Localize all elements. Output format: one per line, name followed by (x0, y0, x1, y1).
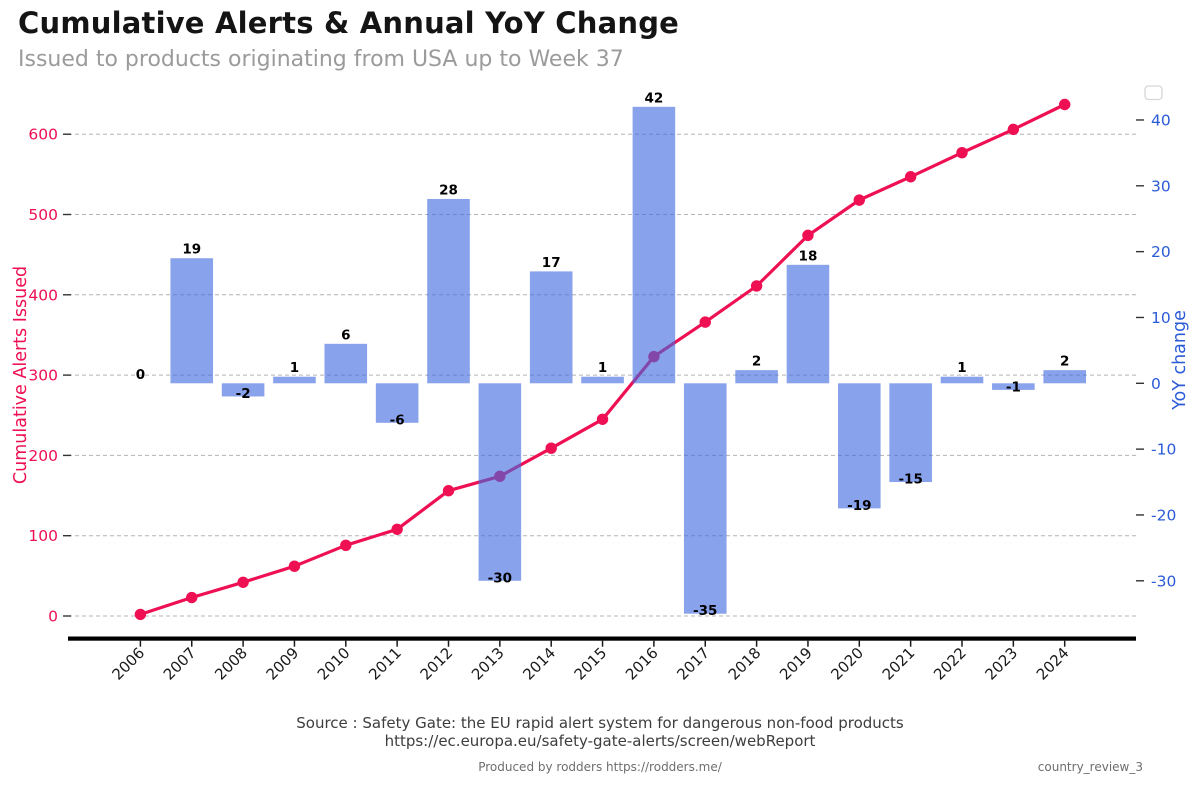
line-data-point-dot (1007, 123, 1020, 136)
bar-value-label: 1 (290, 360, 299, 376)
x-axis-year-label: 2015 (571, 644, 611, 684)
x-axis-year-label: 2012 (417, 644, 457, 684)
x-axis-year-label: 2018 (725, 644, 765, 684)
right-axis-title: YoY change (1170, 310, 1190, 411)
bar-value-label: 0 (136, 367, 145, 383)
right-axis-tick-label: -20 (1151, 506, 1176, 524)
line-data-point-dot (904, 171, 917, 183)
right-axis-tick-label: -10 (1151, 441, 1176, 459)
x-axis-year-label: 2014 (519, 644, 559, 684)
yoy-change-bar (221, 383, 265, 397)
x-axis-year-label: 2024 (1033, 644, 1073, 684)
yoy-change-bar (170, 258, 214, 384)
x-axis-year-label: 2011 (365, 644, 405, 684)
bar-value-label: 2 (1060, 354, 1069, 370)
bar-value-label: -1 (1006, 379, 1021, 395)
right-axis-tick-label: 10 (1151, 309, 1171, 327)
page-subtitle: Issued to products originating from USA … (18, 47, 624, 72)
x-axis-year-label: 2023 (981, 644, 1021, 684)
left-axis-tick-label: 100 (28, 527, 58, 545)
bar-value-label: 19 (182, 242, 201, 258)
page-title: Cumulative Alerts & Annual YoY Change (18, 6, 680, 40)
line-data-point-dot (288, 560, 301, 572)
bar-value-label: -19 (847, 498, 871, 514)
line-data-point-dot (802, 229, 814, 242)
right-axis-tick-label: 0 (1151, 375, 1161, 393)
left-axis-tick-label: 500 (28, 206, 58, 224)
produced-by-text: Produced by rodders https://rodders.me/ (478, 760, 722, 774)
line-data-point-dot (699, 316, 711, 328)
bar-value-label: 17 (542, 255, 561, 271)
line-data-point-dot (186, 591, 198, 604)
right-axis-tick-label: -30 (1151, 572, 1176, 590)
source-text-line2: https://ec.europa.eu/safety-gate-alerts/… (384, 732, 816, 750)
yoy-change-bar (632, 106, 676, 384)
x-axis-year-label: 2006 (108, 644, 148, 684)
line-data-point-dot (750, 280, 763, 292)
yoy-change-bar (1043, 370, 1086, 384)
yoy-change-bar (889, 383, 932, 483)
yoy-change-bar (375, 383, 419, 423)
yoy-change-bar (683, 383, 727, 614)
bar-value-label: 18 (799, 248, 818, 264)
line-data-point-dot (1059, 98, 1071, 111)
yoy-change-bar (273, 376, 316, 384)
x-axis-year-label: 2013 (468, 644, 508, 684)
bar-value-label: 6 (341, 327, 350, 343)
line-data-point-dot (596, 413, 609, 425)
x-axis-year-label: 2017 (673, 644, 713, 684)
left-axis-tick-label: 600 (28, 126, 58, 144)
x-axis-year-label: 2021 (879, 644, 919, 684)
x-axis-year-label: 2019 (776, 644, 816, 684)
yoy-change-bar (478, 383, 522, 581)
left-axis-tick-label: 300 (28, 367, 58, 385)
yoy-change-bar (735, 370, 778, 384)
bar-value-label: 1 (598, 360, 607, 376)
right-axis-tick-label: 40 (1151, 111, 1171, 129)
line-data-point-dot (340, 539, 352, 552)
x-axis-year-label: 2008 (211, 644, 251, 684)
bar-value-label: 42 (645, 90, 664, 106)
x-axis-year-label: 2009 (263, 644, 303, 684)
x-axis-spine (68, 636, 1136, 641)
bar-value-label: -35 (693, 603, 717, 619)
yoy-change-bar (992, 383, 1035, 390)
yoy-change-bar (427, 198, 470, 384)
bar-value-label: 1 (957, 360, 966, 376)
left-axis-tick-label: 200 (28, 447, 58, 465)
line-data-point-dot (956, 146, 968, 159)
x-axis-year-label: 2022 (930, 644, 970, 684)
yoy-change-bar (324, 343, 368, 384)
file-reference-text: country_review_3 (1037, 760, 1143, 774)
x-axis-year-label: 2007 (160, 644, 200, 684)
line-data-point-dot (545, 442, 557, 454)
yoy-change-bar (838, 383, 881, 509)
line-data-point-dot (391, 523, 403, 535)
x-axis-year-label: 2016 (622, 644, 662, 684)
bar-value-label: 2 (752, 354, 761, 370)
bar-value-label: -2 (236, 386, 251, 402)
bar-value-label: -6 (390, 412, 405, 428)
legend-empty-box (1144, 85, 1163, 101)
bar-value-label: -15 (898, 472, 922, 488)
yoy-change-bar (581, 376, 624, 384)
yoy-change-bar (940, 376, 984, 384)
line-data-point-dot (134, 608, 147, 621)
source-text-line1: Source : Safety Gate: the EU rapid alert… (296, 714, 904, 732)
line-data-point-dot (237, 576, 249, 588)
right-axis-tick-label: 20 (1151, 243, 1171, 261)
yoy-change-bar (786, 264, 830, 384)
x-axis-year-label: 2010 (314, 644, 354, 684)
right-axis-tick-label: 30 (1151, 177, 1171, 195)
yoy-change-bar (529, 271, 573, 384)
left-axis-tick-label: 400 (28, 286, 58, 304)
left-axis-title: Cumulative Alerts Issued (11, 266, 31, 484)
line-data-point-dot (853, 194, 865, 206)
line-data-point-dot (442, 485, 455, 497)
bar-value-label: 28 (439, 182, 458, 198)
bar-value-label: -30 (488, 570, 512, 586)
x-axis-year-label: 2020 (827, 644, 867, 684)
left-axis-tick-label: 0 (48, 608, 58, 626)
